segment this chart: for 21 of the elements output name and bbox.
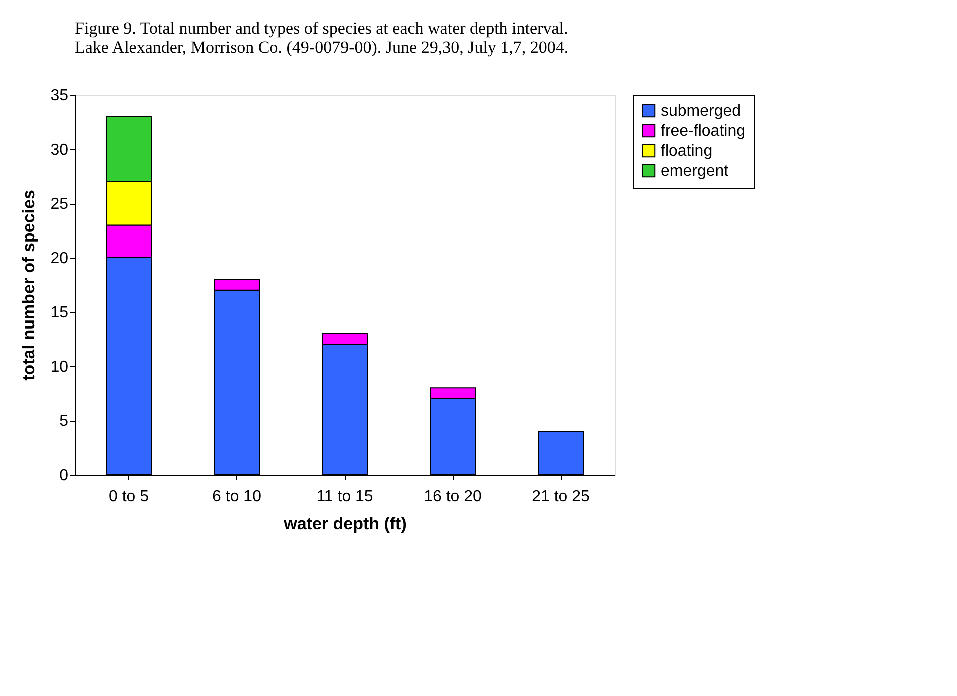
x-tick-label: 0 to 5 <box>108 488 150 506</box>
y-tick-label: 20 <box>50 250 69 268</box>
y-tick-label: 25 <box>50 196 69 214</box>
x-axis-title: water depth (ft) <box>283 514 407 534</box>
text: Figure 9. Total number and types of species at each water depth interval. <box>75 19 568 38</box>
y-tick-label: 15 <box>50 304 69 322</box>
x-tick-label: 6 to 10 <box>212 488 262 506</box>
legend-label: submerged <box>661 103 742 120</box>
legend-label: emergent <box>661 163 730 180</box>
y-tick-label: 5 <box>60 413 69 430</box>
y-tick-label: 35 <box>50 88 69 104</box>
x-tick-label: 16 to 20 <box>424 488 482 506</box>
legend-label: free-floating <box>661 123 746 140</box>
x-tick-label: 11 to 15 <box>316 488 374 506</box>
y-axis-title: total number of species <box>20 190 39 381</box>
y-tick-label: 0 <box>60 468 69 484</box>
x-tick-label: 21 to 25 <box>532 488 590 506</box>
y-tick-label: 10 <box>50 358 69 376</box>
text: Lake Alexander, Morrison Co. (49-0079-00). June 29,30, July 1,7, 2004. <box>75 38 569 57</box>
y-tick-label: 30 <box>50 142 69 159</box>
legend-label: floating <box>661 143 713 160</box>
